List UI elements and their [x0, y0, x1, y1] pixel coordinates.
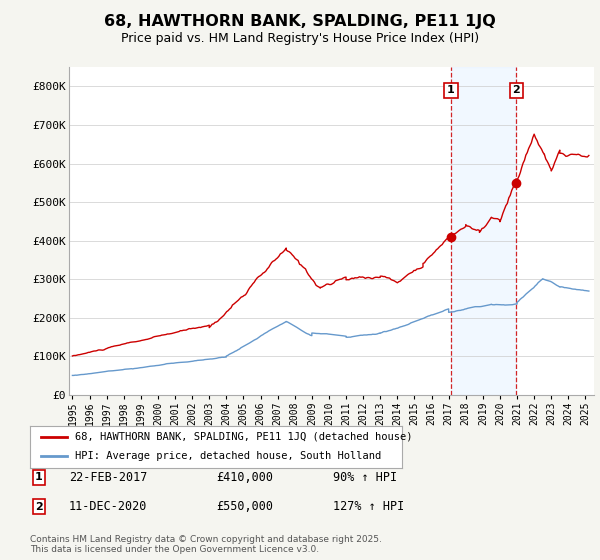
Bar [451, 67, 516, 395]
Text: £550,000: £550,000 [216, 500, 273, 514]
Text: Contains HM Land Registry data © Crown copyright and database right 2025.
This d: Contains HM Land Registry data © Crown c… [30, 535, 382, 554]
Text: 127% ↑ HPI: 127% ↑ HPI [333, 500, 404, 514]
Text: 1: 1 [35, 472, 43, 482]
Text: 2: 2 [512, 85, 520, 95]
Text: 90% ↑ HPI: 90% ↑ HPI [333, 470, 397, 484]
Text: 1: 1 [447, 85, 455, 95]
Text: Price paid vs. HM Land Registry's House Price Index (HPI): Price paid vs. HM Land Registry's House … [121, 32, 479, 45]
Text: £410,000: £410,000 [216, 470, 273, 484]
Text: 2: 2 [35, 502, 43, 512]
Text: 68, HAWTHORN BANK, SPALDING, PE11 1JQ: 68, HAWTHORN BANK, SPALDING, PE11 1JQ [104, 14, 496, 29]
Text: 11-DEC-2020: 11-DEC-2020 [69, 500, 148, 514]
Text: HPI: Average price, detached house, South Holland: HPI: Average price, detached house, Sout… [74, 451, 381, 461]
Text: 22-FEB-2017: 22-FEB-2017 [69, 470, 148, 484]
Text: 68, HAWTHORN BANK, SPALDING, PE11 1JQ (detached house): 68, HAWTHORN BANK, SPALDING, PE11 1JQ (d… [74, 432, 412, 442]
